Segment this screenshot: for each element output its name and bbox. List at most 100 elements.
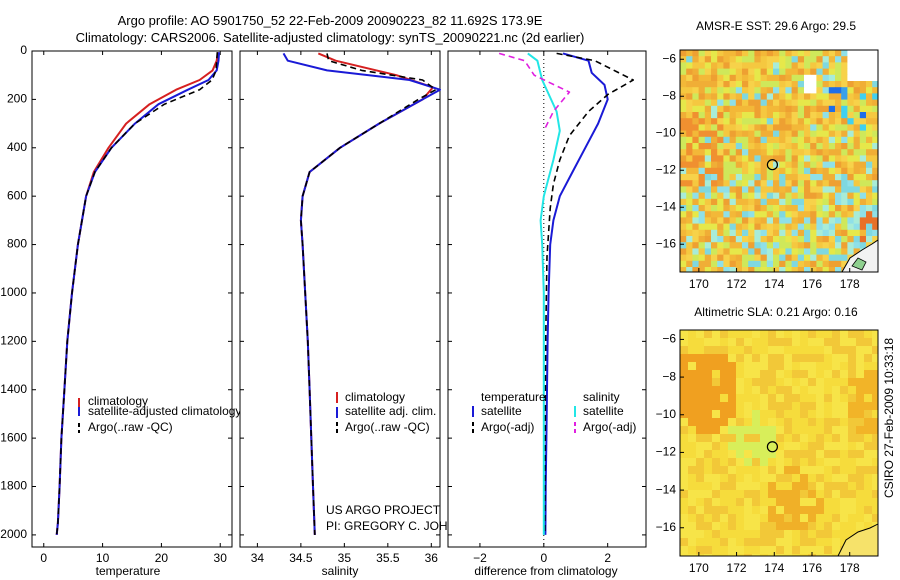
heatmap-cell xyxy=(742,130,749,138)
heatmap-cell xyxy=(779,242,786,249)
heatmap-cell xyxy=(744,418,753,427)
heatmap-cell xyxy=(828,236,836,243)
heatmap-cell xyxy=(840,538,849,547)
heatmap-cell xyxy=(704,394,713,403)
heatmap-cell xyxy=(828,260,836,268)
heatmap-cell xyxy=(768,410,777,419)
argo-location-marker xyxy=(766,441,779,453)
heatmap-cell xyxy=(729,130,737,138)
heatmap-cell xyxy=(797,167,805,175)
heatmap-cell xyxy=(864,378,873,387)
heatmap-cell xyxy=(872,330,878,339)
heatmap-cell xyxy=(686,74,693,82)
heatmap-cell xyxy=(785,192,793,200)
heatmap-cell xyxy=(692,211,700,218)
heatmap-cell xyxy=(791,217,799,225)
heatmap-cell xyxy=(822,242,830,249)
heatmap-cell xyxy=(735,198,743,206)
heatmap-cell xyxy=(866,143,873,150)
heatmap-cell xyxy=(760,68,768,76)
heatmap-cell xyxy=(754,205,762,212)
heatmap-cell xyxy=(754,198,762,206)
heatmap-cell xyxy=(848,474,857,483)
heatmap-cell xyxy=(824,530,833,539)
heatmap-cell xyxy=(853,105,861,113)
heatmap-cell xyxy=(828,254,836,262)
heatmap-cell xyxy=(723,130,731,138)
heatmap-cell xyxy=(742,267,749,272)
heatmap-cell xyxy=(847,180,855,187)
heatmap-cell xyxy=(696,394,705,403)
heatmap-cell xyxy=(712,386,721,395)
heatmap-cell xyxy=(760,474,769,483)
heatmap-cell xyxy=(712,402,721,411)
heatmap-cell xyxy=(792,522,801,531)
sla-heatmap-cells xyxy=(680,330,878,556)
heatmap-cell xyxy=(692,93,700,101)
heatmap-cell xyxy=(848,442,857,451)
heatmap-cell xyxy=(744,482,753,491)
heatmap-cell xyxy=(816,394,825,403)
heatmap-cell xyxy=(717,124,724,132)
heatmap-cell xyxy=(692,124,700,132)
heatmap-cell xyxy=(768,370,777,379)
heatmap-cell xyxy=(735,93,743,101)
heatmap-cell xyxy=(760,490,769,499)
heatmap-cell xyxy=(760,498,769,507)
heatmap-cell xyxy=(776,506,785,515)
heatmap-cell xyxy=(748,236,755,243)
heatmap-cell xyxy=(760,554,769,556)
heatmap-cell xyxy=(692,161,700,169)
heatmap-cell xyxy=(785,254,793,262)
heatmap-cell xyxy=(800,546,809,555)
heatmap-cell xyxy=(696,362,705,371)
heatmap-cell xyxy=(696,426,705,435)
heatmap-cell xyxy=(711,229,718,237)
heatmap-cell xyxy=(840,330,849,339)
heatmap-cell xyxy=(856,458,865,467)
heatmap-cell xyxy=(848,506,857,515)
heatmap-cell xyxy=(688,490,697,499)
heatmap-cell xyxy=(717,130,724,138)
heatmap-cell xyxy=(810,130,817,138)
heatmap-cell xyxy=(804,105,811,113)
heatmap-cell xyxy=(723,56,731,63)
heatmap-cell xyxy=(760,434,769,443)
map-x-tick-label: 172 xyxy=(727,277,747,291)
heatmap-cell xyxy=(840,410,849,419)
heatmap-cell xyxy=(784,402,793,411)
heatmap-cell xyxy=(768,482,777,491)
heatmap-cell xyxy=(720,338,729,347)
heatmap-cell xyxy=(864,346,873,355)
heatmap-cell xyxy=(828,130,836,138)
sst-land-shape xyxy=(841,239,878,272)
x-tick-label: 34.5 xyxy=(289,551,313,565)
heatmap-cell xyxy=(816,143,824,150)
heatmap-cell xyxy=(744,354,753,363)
heatmap-cell xyxy=(736,346,745,355)
heatmap-cell xyxy=(840,386,849,395)
heatmap-cell xyxy=(816,330,825,339)
heatmap-cell xyxy=(800,426,809,435)
heatmap-cell xyxy=(847,211,855,218)
heatmap-cell xyxy=(776,458,785,467)
heatmap-cell xyxy=(692,143,700,150)
heatmap-cell xyxy=(791,93,799,101)
heatmap-cell xyxy=(840,378,849,387)
heatmap-cell xyxy=(816,354,825,363)
heatmap-cell xyxy=(692,155,700,163)
heatmap-cell xyxy=(680,50,687,57)
heatmap-cell xyxy=(797,205,805,212)
heatmap-cell xyxy=(686,236,693,243)
heatmap-cell xyxy=(736,330,745,339)
heatmap-cell xyxy=(760,130,768,138)
heatmap-cell xyxy=(712,378,721,387)
heatmap-cell xyxy=(822,260,830,268)
heatmap-cell xyxy=(720,418,729,427)
heatmap-cell xyxy=(784,530,793,539)
heatmap-cell xyxy=(792,538,801,547)
heatmap-cell xyxy=(692,229,700,237)
heatmap-cell xyxy=(768,506,777,515)
heatmap-cell xyxy=(791,223,799,231)
heatmap-cell xyxy=(824,386,833,395)
